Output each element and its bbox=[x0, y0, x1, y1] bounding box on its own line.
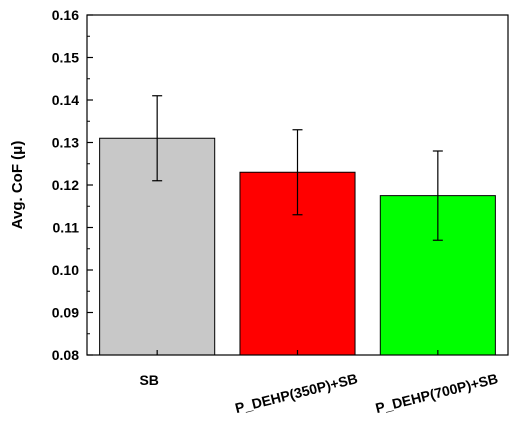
y-ticks-group: 0.08 0.09 0.10 0.11 0.12 0.13 0.14 0.15 0.16 bbox=[52, 7, 93, 363]
x-category-label: P_DEHP(700P)+SB bbox=[374, 370, 500, 416]
x-category-label: SB bbox=[139, 372, 158, 388]
y-axis-title: Avg. CoF (μ) bbox=[9, 141, 26, 230]
error-bars-group bbox=[152, 95, 443, 241]
y-tick-label: 0.12 bbox=[52, 177, 79, 193]
y-tick-label: 0.11 bbox=[53, 220, 80, 236]
x-category-label: P_DEHP(350P)+SB bbox=[233, 370, 359, 416]
x-labels-group: SB P_DEHP(350P)+SB P_DEHP(700P)+SB bbox=[139, 350, 500, 416]
y-tick-label: 0.14 bbox=[52, 92, 79, 108]
y-tick-label: 0.10 bbox=[52, 262, 79, 278]
y-tick-label: 0.16 bbox=[52, 7, 79, 23]
y-tick-label: 0.15 bbox=[52, 50, 79, 66]
y-tick-label: 0.09 bbox=[52, 305, 79, 321]
y-tick-label: 0.08 bbox=[52, 347, 79, 363]
y-tick-label: 0.13 bbox=[52, 135, 79, 151]
